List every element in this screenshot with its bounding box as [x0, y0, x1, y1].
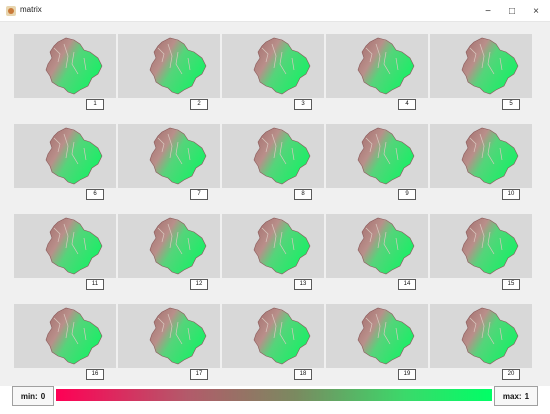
heatmap-thumbnail[interactable]	[430, 124, 532, 188]
matrix-cell[interactable]: 8	[222, 124, 324, 210]
heatmap-thumbnail[interactable]	[222, 214, 324, 278]
terrain-map-icon	[253, 217, 311, 275]
terrain-map-icon	[253, 307, 311, 365]
matrix-cell[interactable]: 19	[326, 304, 428, 390]
terrain-map-icon	[461, 307, 519, 365]
matrix-cell[interactable]: 13	[222, 214, 324, 300]
heatmap-thumbnail[interactable]	[222, 34, 324, 98]
min-label: min:	[20, 391, 38, 401]
terrain-map-icon	[149, 127, 207, 185]
cell-number-label: 13	[294, 279, 312, 290]
heatmap-thumbnail[interactable]	[430, 34, 532, 98]
matrix-grid: 1 2 3 4 5 6 7 8 9 10 11 12 13 14 15 16 17 18 19 20	[0, 22, 550, 386]
heatmap-thumbnail[interactable]	[14, 214, 116, 278]
heatmap-thumbnail[interactable]	[430, 304, 532, 368]
cell-number-label: 6	[86, 189, 104, 200]
heatmap-thumbnail[interactable]	[222, 124, 324, 188]
cell-number-label: 3	[294, 99, 312, 110]
terrain-map-icon	[357, 37, 415, 95]
max-label: max:	[502, 391, 522, 401]
matrix-cell[interactable]: 11	[14, 214, 116, 300]
terrain-map-icon	[357, 217, 415, 275]
matrix-cell[interactable]: 17	[118, 304, 220, 390]
terrain-map-icon	[357, 307, 415, 365]
min-value-box: min: 0	[12, 386, 54, 406]
heatmap-thumbnail[interactable]	[222, 304, 324, 368]
cell-number-label: 8	[294, 189, 312, 200]
minimize-button[interactable]: −	[485, 5, 491, 17]
terrain-map-icon	[253, 37, 311, 95]
terrain-map-icon	[45, 217, 103, 275]
cell-number-label: 9	[398, 189, 416, 200]
heatmap-thumbnail[interactable]	[326, 124, 428, 188]
terrain-map-icon	[253, 127, 311, 185]
cell-number-label: 10	[502, 189, 520, 200]
colorbar-footer: min: 0 max: 1	[0, 386, 550, 414]
cell-number-label: 12	[190, 279, 208, 290]
matrix-cell[interactable]: 16	[14, 304, 116, 390]
matrix-cell[interactable]: 9	[326, 124, 428, 210]
heatmap-thumbnail[interactable]	[118, 304, 220, 368]
cell-number-label: 2	[190, 99, 208, 110]
matrix-cell[interactable]: 3	[222, 34, 324, 120]
matrix-cell[interactable]: 20	[430, 304, 532, 390]
max-value-box: max: 1	[494, 386, 538, 406]
window-title: matrix	[20, 5, 42, 14]
cell-number-label: 17	[190, 369, 208, 380]
matrix-cell[interactable]: 10	[430, 124, 532, 210]
cell-number-label: 16	[86, 369, 104, 380]
title-bar: matrix − □ ×	[0, 0, 550, 22]
heatmap-thumbnail[interactable]	[326, 214, 428, 278]
heatmap-thumbnail[interactable]	[326, 34, 428, 98]
matrix-cell[interactable]: 7	[118, 124, 220, 210]
matrix-cell[interactable]: 1	[14, 34, 116, 120]
color-gradient-bar	[56, 389, 492, 401]
heatmap-thumbnail[interactable]	[14, 124, 116, 188]
terrain-map-icon	[149, 217, 207, 275]
cell-number-label: 19	[398, 369, 416, 380]
cell-number-label: 11	[86, 279, 104, 290]
cell-number-label: 15	[502, 279, 520, 290]
matrix-cell[interactable]: 18	[222, 304, 324, 390]
heatmap-thumbnail[interactable]	[326, 304, 428, 368]
heatmap-thumbnail[interactable]	[118, 34, 220, 98]
app-icon	[6, 6, 16, 16]
terrain-map-icon	[461, 127, 519, 185]
heatmap-thumbnail[interactable]	[430, 214, 532, 278]
cell-number-label: 7	[190, 189, 208, 200]
matrix-cell[interactable]: 6	[14, 124, 116, 210]
heatmap-thumbnail[interactable]	[14, 304, 116, 368]
cell-number-label: 18	[294, 369, 312, 380]
cell-number-label: 4	[398, 99, 416, 110]
cell-number-label: 5	[502, 99, 520, 110]
heatmap-thumbnail[interactable]	[14, 34, 116, 98]
matrix-cell[interactable]: 12	[118, 214, 220, 300]
matrix-cell[interactable]: 5	[430, 34, 532, 120]
terrain-map-icon	[461, 37, 519, 95]
matrix-cell[interactable]: 4	[326, 34, 428, 120]
terrain-map-icon	[45, 307, 103, 365]
terrain-map-icon	[45, 127, 103, 185]
matrix-cell[interactable]: 2	[118, 34, 220, 120]
matrix-cell[interactable]: 14	[326, 214, 428, 300]
min-value: 0	[40, 391, 46, 401]
matrix-cell[interactable]: 15	[430, 214, 532, 300]
cell-number-label: 14	[398, 279, 416, 290]
max-value: 1	[524, 391, 530, 401]
terrain-map-icon	[149, 37, 207, 95]
terrain-map-icon	[45, 37, 103, 95]
heatmap-thumbnail[interactable]	[118, 214, 220, 278]
maximize-button[interactable]: □	[508, 5, 516, 17]
terrain-map-icon	[357, 127, 415, 185]
terrain-map-icon	[149, 307, 207, 365]
cell-number-label: 20	[502, 369, 520, 380]
close-button[interactable]: ×	[533, 5, 539, 17]
terrain-map-icon	[461, 217, 519, 275]
heatmap-thumbnail[interactable]	[118, 124, 220, 188]
cell-number-label: 1	[86, 99, 104, 110]
